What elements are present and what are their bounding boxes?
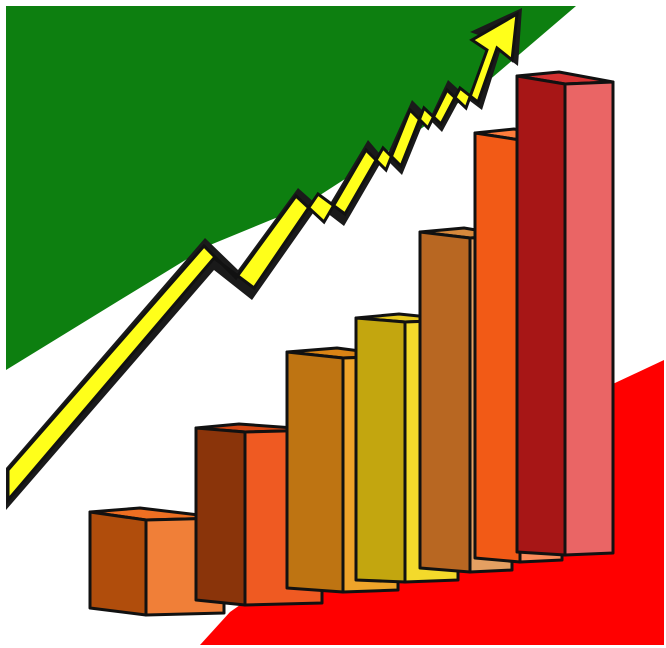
bar-6-side: [473, 131, 522, 564]
bar-7: [515, 70, 615, 557]
bar-3-side: [285, 350, 345, 594]
bar-7-front: [563, 80, 615, 557]
bar-5-side: [418, 230, 472, 574]
bar-group: [88, 70, 615, 617]
bar-7-side: [515, 74, 567, 557]
bar-4-side: [354, 316, 407, 584]
growth-arrow-icon: [6, 8, 522, 510]
bar-1-side: [88, 510, 148, 617]
bar-2-side: [194, 426, 247, 607]
growth-arrow-fill: [6, 11, 519, 505]
background-green-band: [6, 6, 576, 370]
